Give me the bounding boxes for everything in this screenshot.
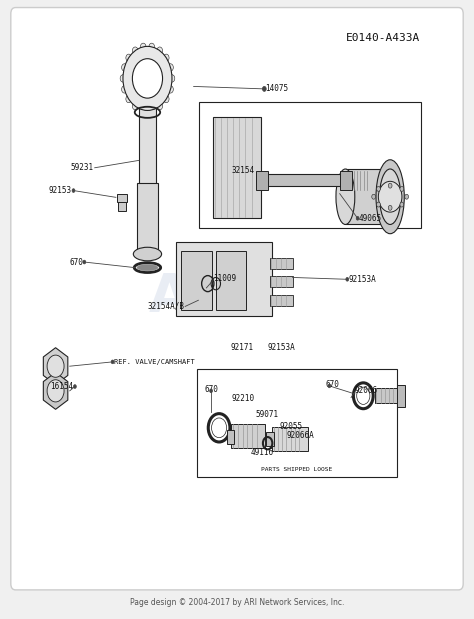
Polygon shape — [43, 348, 68, 384]
Text: 92171: 92171 — [231, 343, 254, 352]
Bar — [340, 171, 352, 190]
Ellipse shape — [137, 264, 158, 271]
Circle shape — [149, 43, 155, 51]
Text: 670: 670 — [326, 379, 339, 389]
Bar — [117, 194, 127, 202]
Circle shape — [388, 183, 392, 188]
Text: 16154: 16154 — [50, 382, 73, 391]
Circle shape — [111, 360, 114, 364]
Circle shape — [356, 217, 359, 220]
Text: 92153A: 92153A — [268, 343, 295, 352]
Bar — [137, 183, 158, 254]
Text: REF. VALVE/CAMSHAFT: REF. VALVE/CAMSHAFT — [114, 359, 194, 365]
Text: ARI: ARI — [149, 271, 250, 323]
Circle shape — [378, 181, 402, 212]
Text: 92066: 92066 — [355, 386, 378, 395]
Bar — [346, 169, 390, 225]
Ellipse shape — [376, 160, 404, 234]
Bar — [216, 251, 246, 310]
Text: Page design © 2004-2017 by ARI Network Services, Inc.: Page design © 2004-2017 by ARI Network S… — [130, 598, 344, 607]
Circle shape — [164, 54, 169, 61]
Circle shape — [72, 189, 75, 193]
Text: 59231: 59231 — [70, 163, 93, 172]
Circle shape — [377, 186, 380, 191]
Text: 92210: 92210 — [231, 394, 255, 404]
Circle shape — [157, 103, 163, 110]
Circle shape — [346, 277, 349, 281]
Circle shape — [122, 64, 128, 71]
Text: 49116: 49116 — [250, 448, 273, 457]
Text: 49065: 49065 — [358, 214, 382, 223]
Circle shape — [211, 418, 227, 438]
Bar — [375, 387, 401, 403]
Text: 92066A: 92066A — [286, 431, 314, 440]
Text: 59071: 59071 — [256, 410, 279, 419]
Circle shape — [405, 194, 409, 199]
Bar — [258, 174, 346, 186]
Bar — [213, 116, 261, 219]
Circle shape — [149, 106, 155, 114]
Circle shape — [169, 75, 175, 82]
Polygon shape — [43, 373, 68, 409]
Text: E0140-A433A: E0140-A433A — [346, 33, 419, 43]
Circle shape — [210, 389, 212, 392]
Circle shape — [123, 46, 172, 110]
Bar — [266, 431, 274, 446]
Circle shape — [388, 206, 392, 210]
Circle shape — [73, 384, 76, 388]
Circle shape — [132, 59, 163, 98]
Circle shape — [400, 202, 404, 207]
FancyBboxPatch shape — [11, 7, 463, 590]
Bar — [397, 384, 405, 407]
Text: 32154A/B: 32154A/B — [147, 302, 184, 311]
Circle shape — [132, 103, 138, 110]
Text: 92153: 92153 — [49, 186, 72, 195]
Bar — [139, 79, 156, 186]
Circle shape — [328, 384, 331, 387]
Circle shape — [168, 64, 173, 71]
Ellipse shape — [336, 169, 355, 225]
Bar — [273, 426, 308, 451]
Circle shape — [157, 47, 163, 54]
Bar — [227, 430, 234, 444]
Circle shape — [377, 202, 380, 207]
Ellipse shape — [133, 247, 162, 261]
Bar — [118, 202, 126, 211]
Circle shape — [126, 95, 131, 103]
Circle shape — [120, 75, 126, 82]
Circle shape — [140, 106, 146, 114]
Circle shape — [400, 186, 404, 191]
Text: 670: 670 — [69, 258, 83, 267]
Text: 11009: 11009 — [213, 274, 237, 283]
Circle shape — [140, 43, 146, 51]
Circle shape — [122, 85, 128, 93]
Bar — [199, 102, 421, 228]
Text: 92055: 92055 — [279, 422, 302, 431]
Text: 92153A: 92153A — [348, 275, 376, 284]
Bar — [270, 295, 292, 306]
Text: PARTS SHIPPED LOOSE: PARTS SHIPPED LOOSE — [261, 467, 332, 472]
Circle shape — [168, 85, 173, 93]
Bar — [256, 171, 268, 190]
Circle shape — [263, 87, 266, 92]
Bar — [197, 370, 397, 477]
Text: 670: 670 — [204, 385, 218, 394]
Text: 14075: 14075 — [265, 84, 288, 93]
Bar — [270, 258, 292, 269]
Bar — [231, 424, 265, 448]
Circle shape — [47, 355, 64, 378]
Circle shape — [372, 194, 375, 199]
Circle shape — [47, 379, 64, 402]
Circle shape — [126, 54, 131, 61]
Text: 32154: 32154 — [231, 166, 255, 175]
Ellipse shape — [380, 169, 401, 225]
Circle shape — [357, 387, 370, 404]
Bar — [182, 251, 212, 310]
Circle shape — [164, 95, 169, 103]
Bar — [270, 276, 292, 287]
Circle shape — [132, 47, 138, 54]
Bar — [176, 241, 273, 316]
Circle shape — [83, 260, 86, 264]
